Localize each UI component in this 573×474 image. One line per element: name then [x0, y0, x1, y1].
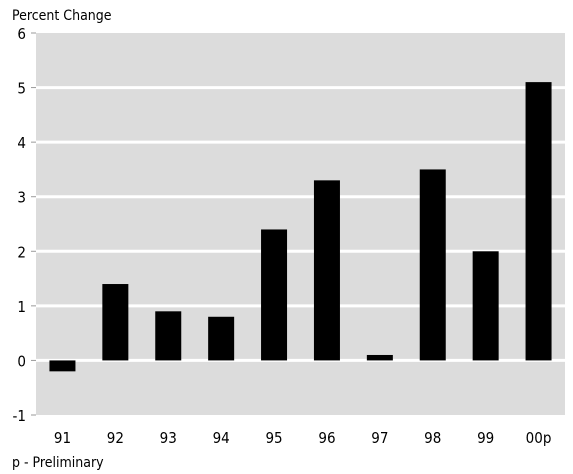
y-tick-label: 0 [17, 352, 26, 370]
x-tick-label: 00p [526, 429, 552, 447]
bar-95 [261, 229, 288, 361]
bar-97 [366, 354, 393, 361]
footnote: p - Preliminary [12, 455, 104, 471]
y-tick-label: 4 [17, 134, 26, 152]
bar-91 [49, 360, 76, 372]
x-tick-label: 93 [160, 429, 177, 447]
x-tick-label: 98 [424, 429, 441, 447]
bar-94 [208, 316, 235, 361]
x-tick-label: 91 [54, 429, 71, 447]
bar-92 [102, 284, 129, 361]
bars [49, 82, 552, 372]
y-tick-label: 3 [17, 189, 26, 207]
y-tick-label: -1 [13, 407, 26, 425]
y-tick-label: 2 [17, 243, 26, 261]
bar-98 [419, 169, 446, 361]
bar-00p [525, 82, 552, 361]
x-tick-label: 99 [477, 429, 494, 447]
bar-96 [313, 180, 340, 361]
x-tick-label: 96 [318, 429, 335, 447]
x-tick-label: 94 [213, 429, 230, 447]
bar-93 [155, 311, 182, 361]
y-tick-label: 1 [17, 298, 26, 316]
y-tick-label: 6 [17, 25, 26, 43]
x-tick-label: 97 [371, 429, 388, 447]
x-tick-label: 92 [107, 429, 124, 447]
x-axis: 91 92 93 94 95 96 97 98 99 00p [54, 429, 552, 447]
y-axis: -1 0 1 2 3 4 5 6 [13, 25, 36, 425]
y-tick-label: 5 [17, 80, 26, 98]
bar-99 [472, 251, 499, 361]
y-axis-label: Percent Change [12, 8, 112, 24]
x-tick-label: 95 [265, 429, 282, 447]
